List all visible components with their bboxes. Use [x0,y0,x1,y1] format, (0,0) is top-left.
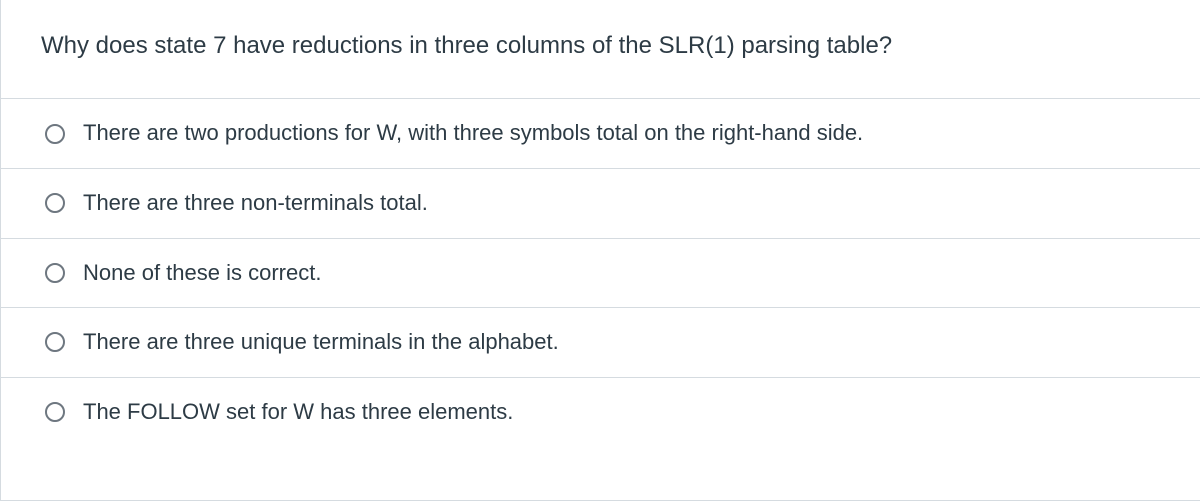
radio-icon[interactable] [45,402,65,422]
option-row[interactable]: There are two productions for W, with th… [1,99,1200,169]
radio-icon[interactable] [45,124,65,144]
option-row[interactable]: There are three unique terminals in the … [1,308,1200,378]
option-label: The FOLLOW set for W has three elements. [83,398,513,427]
option-row[interactable]: There are three non-terminals total. [1,169,1200,239]
radio-icon[interactable] [45,193,65,213]
option-label: There are three unique terminals in the … [83,328,559,357]
options-list: There are two productions for W, with th… [1,98,1200,446]
radio-icon[interactable] [45,332,65,352]
option-label: There are three non-terminals total. [83,189,428,218]
question-text: Why does state 7 have reductions in thre… [1,0,1200,98]
question-card: Why does state 7 have reductions in thre… [0,0,1200,501]
option-row[interactable]: The FOLLOW set for W has three elements. [1,378,1200,447]
option-label: There are two productions for W, with th… [83,119,863,148]
radio-icon[interactable] [45,263,65,283]
option-label: None of these is correct. [83,259,321,288]
option-row[interactable]: None of these is correct. [1,239,1200,309]
